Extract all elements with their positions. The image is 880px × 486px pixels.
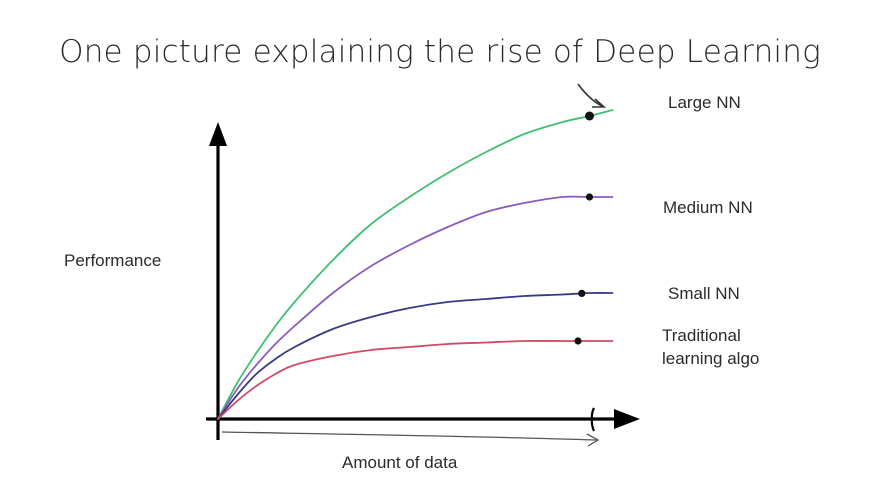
marked-point-medium-nn bbox=[585, 193, 594, 201]
series-line-small-nn bbox=[217, 292, 614, 420]
series-label-line: Small NN bbox=[668, 284, 740, 303]
y-axis-arrowhead bbox=[209, 122, 227, 146]
y-axis-label: Performance bbox=[64, 251, 161, 270]
series-label-medium-nn: Medium NN bbox=[663, 198, 753, 217]
series-label-small-nn: Small NN bbox=[668, 284, 740, 303]
data-range-arrow bbox=[221, 431, 597, 441]
chart-title: One picture explaining the rise of Deep … bbox=[59, 34, 821, 70]
series-layer bbox=[217, 109, 614, 420]
series-label-line: Large NN bbox=[668, 93, 741, 112]
marked-point-large-nn bbox=[585, 111, 594, 121]
marked-point-traditional-learning-algo bbox=[574, 337, 582, 345]
pointer-arrow bbox=[577, 83, 603, 107]
series-label-line: learning algo bbox=[662, 349, 759, 368]
series-line-large-nn bbox=[217, 109, 614, 420]
series-label-traditional-learning-algo: Traditional learning algo bbox=[662, 326, 759, 368]
x-axis-arrowhead bbox=[614, 409, 640, 429]
series-label-line: Traditional bbox=[662, 326, 741, 345]
axes bbox=[206, 83, 640, 447]
marked-point-small-nn bbox=[578, 289, 586, 297]
series-line-traditional-learning-algo bbox=[217, 340, 614, 420]
labels-layer: Performance Amount of data Large NN Mediu… bbox=[64, 93, 759, 472]
data-range-arrowhead bbox=[586, 433, 600, 447]
series-label-line: Medium NN bbox=[663, 198, 753, 217]
data-range-tick bbox=[590, 407, 596, 432]
series-line-medium-nn bbox=[217, 195, 614, 420]
pointer-arrowhead bbox=[592, 98, 607, 108]
series-label-large-nn: Large NN bbox=[668, 93, 741, 112]
x-axis-label: Amount of data bbox=[342, 453, 458, 472]
